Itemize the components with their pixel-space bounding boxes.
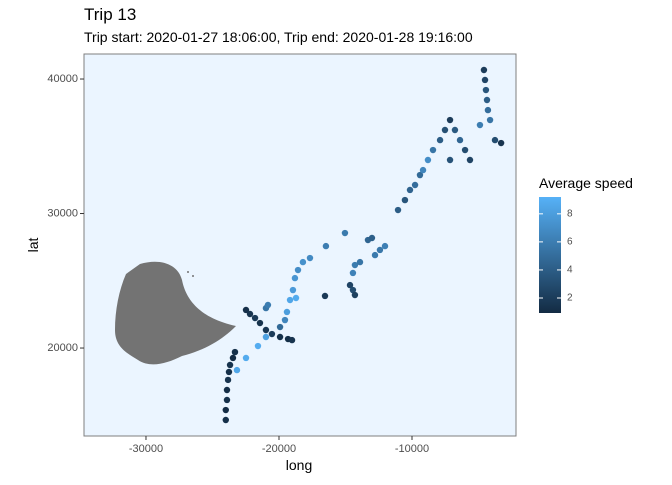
chart-title: Trip 13 <box>84 5 136 24</box>
point <box>246 310 254 318</box>
panel <box>83 53 517 437</box>
point <box>371 251 379 259</box>
colorbar-label: 2 <box>567 293 573 304</box>
point <box>480 66 488 74</box>
point <box>351 291 359 299</box>
point <box>226 361 234 369</box>
point <box>322 242 330 250</box>
point <box>251 314 259 322</box>
colorbar-label: 8 <box>567 208 573 219</box>
x-tick-label: -20000 <box>262 443 296 455</box>
point <box>231 348 239 356</box>
point <box>286 296 294 304</box>
point <box>401 196 409 204</box>
point <box>276 323 284 331</box>
point <box>416 171 424 179</box>
colorbar-label: 6 <box>567 237 573 248</box>
x-tick-label: -30000 <box>129 443 163 455</box>
x-tick-label: -10000 <box>395 443 429 455</box>
point <box>461 146 469 154</box>
point <box>224 376 232 384</box>
point <box>341 229 349 237</box>
point <box>281 316 289 324</box>
point <box>351 261 359 269</box>
chart-subtitle: Trip start: 2020-01-27 18:06:00, Trip en… <box>84 29 473 45</box>
point <box>223 386 231 394</box>
island <box>115 261 236 365</box>
point <box>497 139 505 147</box>
point <box>229 354 237 362</box>
point <box>289 286 297 294</box>
colorbar <box>539 197 561 313</box>
point <box>483 96 491 104</box>
point <box>291 274 299 282</box>
point <box>306 254 314 262</box>
point <box>222 406 229 414</box>
y-tick-label: 30000 <box>47 207 78 219</box>
point <box>451 126 459 134</box>
point <box>276 333 284 341</box>
point <box>381 242 389 250</box>
point <box>283 308 291 316</box>
y-axis-title: lat <box>25 238 41 253</box>
point <box>484 106 492 114</box>
point <box>486 116 494 124</box>
point <box>299 258 307 266</box>
point <box>256 319 264 327</box>
point <box>233 366 241 374</box>
point <box>429 146 437 154</box>
point <box>411 181 419 189</box>
point <box>222 416 229 424</box>
point <box>456 136 464 144</box>
x-axis-title: long <box>286 457 312 473</box>
point <box>349 269 357 277</box>
point <box>262 326 270 334</box>
point <box>368 234 376 242</box>
point <box>356 258 364 266</box>
point <box>292 294 300 302</box>
islet <box>192 275 194 277</box>
point <box>321 292 329 300</box>
point <box>376 246 384 254</box>
point <box>294 266 302 274</box>
land <box>115 261 236 365</box>
y-tick-label: 20000 <box>47 342 78 354</box>
point <box>242 354 250 362</box>
point <box>223 396 231 404</box>
point <box>254 342 262 350</box>
point <box>476 121 484 129</box>
point <box>466 156 474 164</box>
point <box>268 330 276 338</box>
point <box>482 86 490 94</box>
point <box>288 336 296 344</box>
point <box>481 76 489 84</box>
y-tick-label: 40000 <box>47 73 78 85</box>
point <box>446 156 454 164</box>
colorbar-label: 4 <box>567 265 573 276</box>
point <box>262 333 270 341</box>
point <box>394 206 402 214</box>
point <box>491 136 499 144</box>
point <box>446 116 454 124</box>
point <box>225 368 233 376</box>
point <box>424 156 432 164</box>
point <box>242 306 250 314</box>
islet <box>187 271 189 273</box>
point <box>436 136 444 144</box>
legend-title: Average speed <box>539 175 633 191</box>
point <box>406 186 414 194</box>
point <box>441 126 449 134</box>
point <box>264 301 272 309</box>
point <box>349 286 357 294</box>
point <box>419 166 427 174</box>
point <box>346 281 354 289</box>
